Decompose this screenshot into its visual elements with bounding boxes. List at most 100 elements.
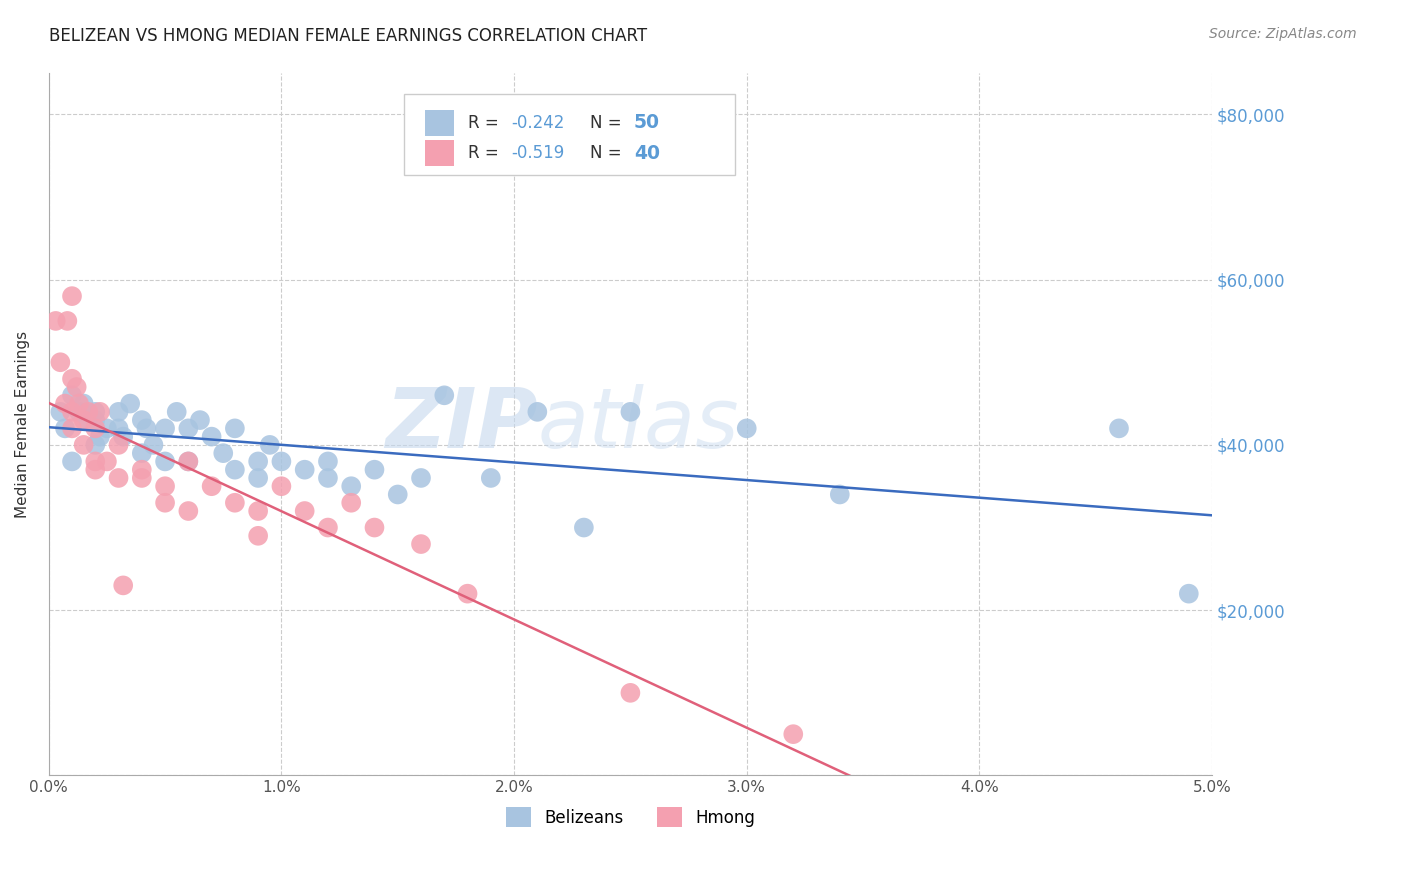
Point [316,520,339,534]
Point [131,413,153,427]
Point [259,438,281,452]
Point [201,479,224,493]
Point [247,471,270,485]
Point [316,454,339,468]
Text: -0.242: -0.242 [512,114,565,132]
Text: ZIP: ZIP [385,384,537,465]
Point [201,429,224,443]
Point [89,429,111,443]
Point [363,520,385,534]
Point [60,388,83,402]
Point [224,496,246,510]
Point [409,537,432,551]
Point [188,413,211,427]
Point [247,504,270,518]
Point [131,446,153,460]
Y-axis label: Median Female Earnings: Median Female Earnings [15,331,30,517]
Point [526,405,548,419]
Point [60,372,83,386]
Point [135,421,157,435]
Point [270,479,292,493]
Point [77,405,100,419]
Point [409,471,432,485]
Point [84,421,107,435]
Text: Source: ZipAtlas.com: Source: ZipAtlas.com [1209,27,1357,41]
Point [89,405,111,419]
Point [131,463,153,477]
Text: -0.519: -0.519 [512,145,565,162]
Point [84,454,107,468]
Point [120,396,142,410]
FancyBboxPatch shape [404,94,735,175]
FancyBboxPatch shape [425,110,454,136]
Point [479,471,502,485]
Point [363,463,385,477]
Text: atlas: atlas [537,384,740,465]
Text: 40: 40 [634,144,659,162]
Point [112,578,135,592]
Point [340,479,363,493]
Point [49,405,72,419]
Point [60,421,83,435]
Point [224,421,246,435]
Point [177,454,200,468]
Point [619,686,641,700]
Point [316,471,339,485]
Point [107,471,129,485]
Point [177,454,200,468]
Point [84,405,107,419]
Point [84,413,107,427]
Point [60,289,83,303]
Point [49,355,72,369]
Point [67,396,90,410]
Point [53,421,76,435]
Text: N =: N = [589,145,627,162]
Legend: Belizeans, Hmong: Belizeans, Hmong [499,800,762,834]
Point [45,314,67,328]
Point [67,405,90,419]
Point [107,438,129,452]
Point [60,405,83,419]
Point [84,438,107,452]
Point [387,487,409,501]
Point [66,380,89,394]
Point [131,471,153,485]
Point [433,388,456,402]
Point [142,438,165,452]
Point [153,454,176,468]
Point [72,413,94,427]
Text: N =: N = [589,114,627,132]
Point [224,463,246,477]
Point [77,413,100,427]
Point [177,504,200,518]
Point [782,727,804,741]
Text: 50: 50 [634,113,659,132]
Point [53,396,76,410]
Point [153,421,176,435]
Point [457,587,479,601]
Point [56,314,79,328]
Point [1108,421,1130,435]
Point [572,520,595,534]
Point [619,405,641,419]
FancyBboxPatch shape [425,140,454,167]
Point [177,421,200,435]
Point [212,446,235,460]
Text: R =: R = [468,145,503,162]
Point [107,405,129,419]
Point [72,396,94,410]
Point [294,504,316,518]
Point [294,463,316,477]
Text: R =: R = [468,114,503,132]
Point [153,496,176,510]
Point [1178,587,1201,601]
Point [166,405,188,419]
Point [270,454,292,468]
Point [153,479,176,493]
Point [107,421,129,435]
Point [84,463,107,477]
Point [735,421,758,435]
Text: BELIZEAN VS HMONG MEDIAN FEMALE EARNINGS CORRELATION CHART: BELIZEAN VS HMONG MEDIAN FEMALE EARNINGS… [49,27,647,45]
Point [247,529,270,543]
Point [60,454,83,468]
